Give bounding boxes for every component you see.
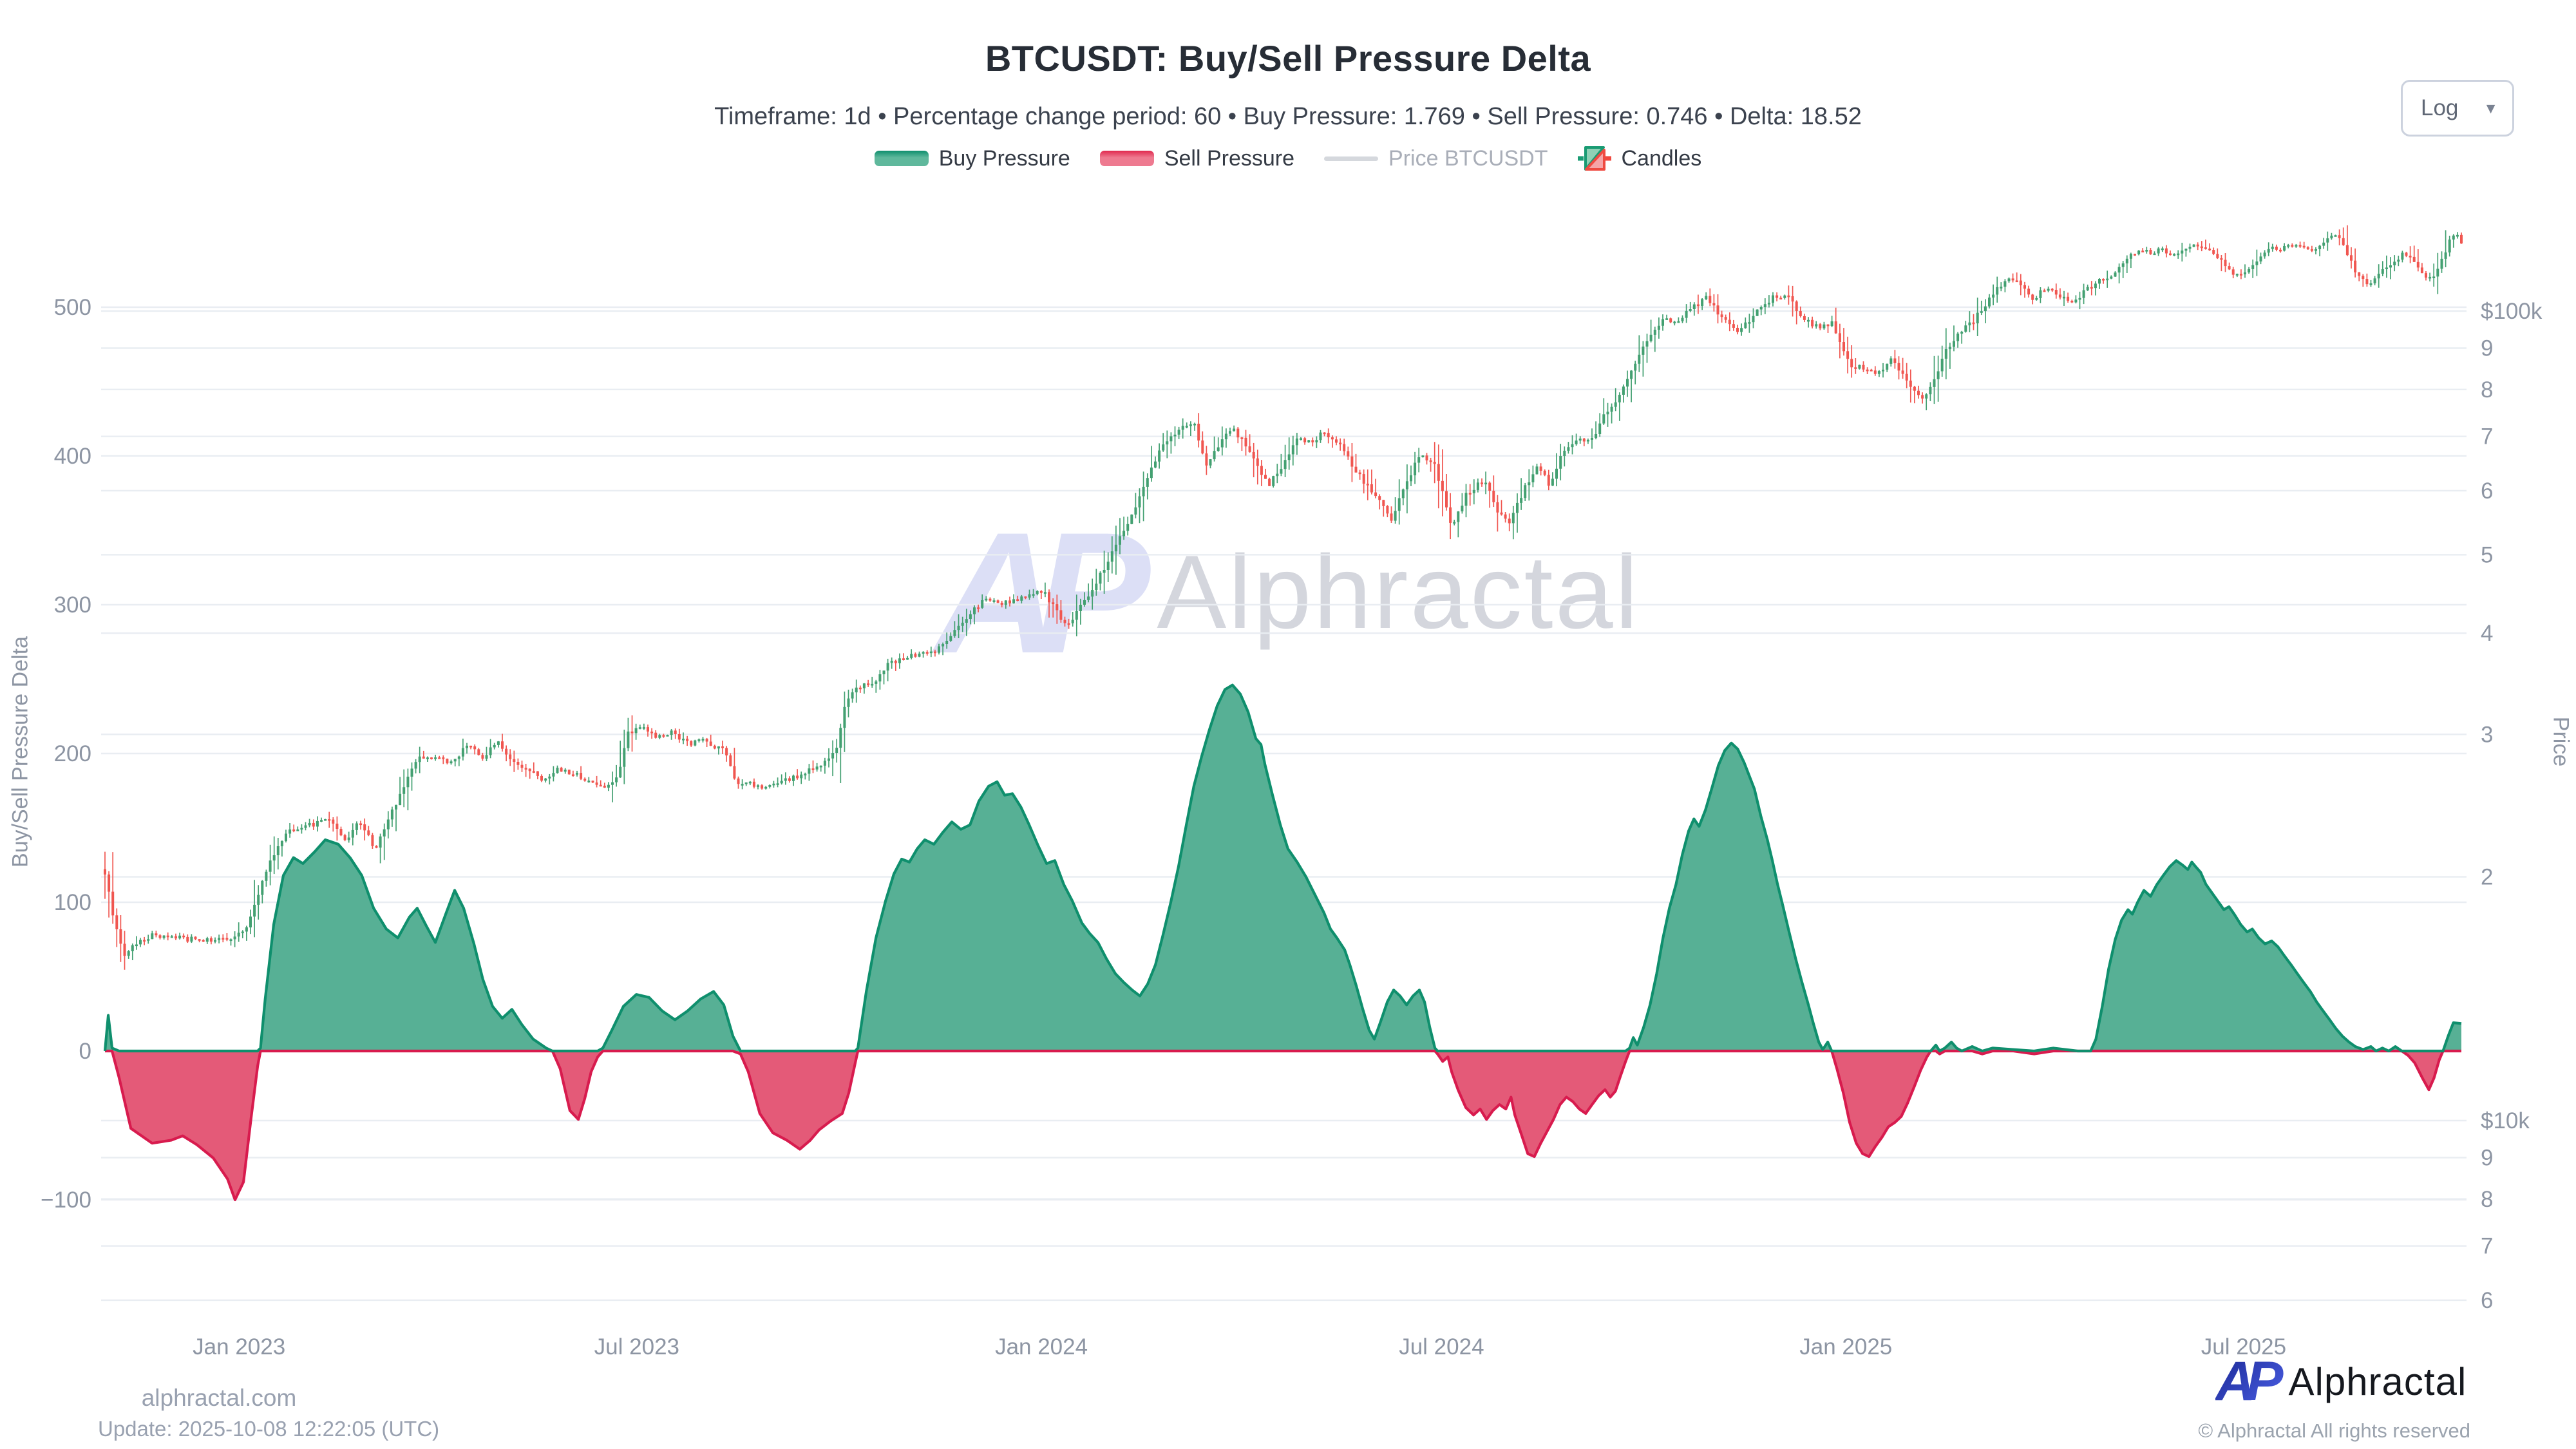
y-left-tick-label: −100 [41,1188,91,1213]
alphractal-logo-icon: AP [2215,1354,2284,1409]
gridlines [101,306,2467,1302]
legend-item-candles[interactable]: Candles [1577,143,1702,174]
y-right-tick-label: 5 [2481,542,2493,567]
legend-item-sell-pressure[interactable]: Sell Pressure [1099,146,1295,171]
legend: Buy Pressure Sell Pressure Price BTCUSDT… [0,143,2576,174]
y-right-tick-label: 7 [2481,424,2493,450]
y-right-tick-label: 4 [2481,621,2493,646]
price-candles [104,225,2463,970]
y-right-tick-label: $100k [2481,299,2543,324]
chevron-down-icon: ▼ [2483,99,2498,117]
buy-pressure-line [103,683,2462,1053]
y-right-tick-label: 9 [2481,336,2493,361]
update-timestamp: Update: 2025-10-08 12:22:05 (UTC) [98,1417,440,1441]
y-right-tick-label: 6 [2481,478,2493,504]
brand-name: Alphractal [2288,1359,2467,1403]
legend-item-price-btcusdt[interactable]: Price BTCUSDT [1324,146,1548,171]
y-left-tick-label: 400 [54,444,91,469]
y-right-tick-label: 3 [2481,722,2493,747]
legend-label: Candles [1621,146,1702,171]
y-right-tick-label: 6 [2481,1288,2493,1313]
x-tick-label: Jul 2025 [2201,1334,2286,1359]
x-tick-label: Jul 2023 [594,1334,679,1359]
x-tick-label: Jul 2024 [1399,1334,1484,1359]
scale-select-value: Log [2421,95,2459,120]
y-right-tick-label: 8 [2481,377,2493,402]
y-right-tick-label: 2 [2481,865,2493,890]
legend-label: Sell Pressure [1164,146,1295,171]
y-left-tick-label: 500 [54,295,91,320]
x-tick-label: Jan 2023 [193,1334,285,1359]
legend-label: Price BTCUSDT [1388,146,1548,171]
sell-pressure-swatch-icon [1099,151,1154,166]
sell-pressure-area [105,1051,2461,1200]
legend-item-buy-pressure[interactable]: Buy Pressure [874,146,1070,171]
pressure-delta-areas [103,683,2462,1202]
scale-select-dropdown[interactable]: Log ▼ [2401,80,2514,137]
y-right-tick-label: 7 [2481,1234,2493,1259]
buy-pressure-swatch-icon [874,151,929,166]
y-left-tick-label: 100 [54,890,91,915]
chart-subtitle: Timeframe: 1d • Percentage change period… [714,103,1862,130]
y-right-tick-label: $10k [2481,1108,2530,1133]
axis-tick-labels: 500 400 300 200 100 0 −100 $100k 9 8 7 6 5 4 3 2 $10k 9 8 7… [41,295,2543,1359]
y-left-tick-label: 300 [54,592,91,618]
y-left-tick-label: 0 [79,1039,91,1064]
buy-pressure-area [105,685,2461,1051]
y-right-tick-label: 8 [2481,1187,2493,1212]
copyright-text: © Alphractal All rights reserved [2198,1419,2470,1442]
brand-footer: AP Alphractal [2215,1354,2467,1409]
x-tick-label: Jan 2024 [995,1334,1088,1359]
sell-pressure-line [105,1049,2461,1202]
site-label: alphractal.com [141,1385,297,1411]
y-left-tick-label: 200 [54,741,91,766]
legend-label: Buy Pressure [938,146,1070,171]
x-tick-label: Jan 2025 [1799,1334,1892,1359]
price-line-swatch-icon [1324,156,1379,161]
candles-icon [1577,143,1611,174]
y-right-tick-label: 9 [2481,1146,2493,1171]
page-title: BTCUSDT: Buy/Sell Pressure Delta [985,38,1591,79]
